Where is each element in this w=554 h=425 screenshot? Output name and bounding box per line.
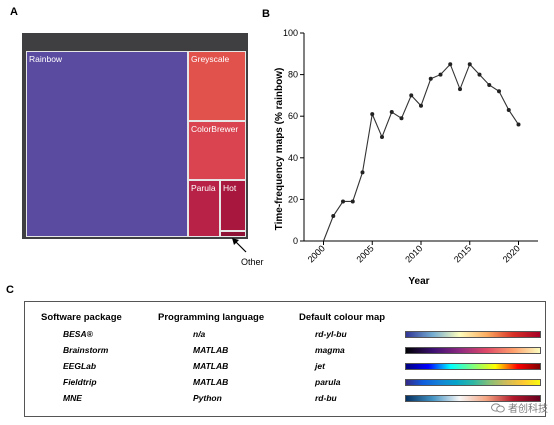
panel-label-c: C bbox=[6, 284, 14, 296]
colour-map-swatch bbox=[405, 331, 541, 338]
treemap-tile-colorbrewer: ColorBrewer bbox=[188, 121, 246, 180]
package-cell: MNE bbox=[63, 393, 82, 403]
treemap-tile-greyscale: Greyscale bbox=[188, 51, 246, 121]
colour-map-name-cell: rd-bu bbox=[315, 393, 337, 403]
x-tick-label: 2010 bbox=[403, 243, 424, 264]
line-chart: 0 20 40 60 80 100 2000 2005 2010 2015 2020 Time-fr… bbox=[274, 28, 538, 287]
data-point bbox=[467, 62, 472, 67]
x-tick-label: 2005 bbox=[354, 243, 375, 264]
data-point bbox=[380, 135, 384, 139]
treemap-tile-hot: Hot bbox=[220, 180, 246, 231]
y-tick-label: 100 bbox=[283, 28, 298, 38]
panel-label-a: A bbox=[10, 6, 18, 18]
wechat-icon bbox=[491, 402, 505, 412]
data-point bbox=[448, 62, 453, 67]
x-tick-label: 2000 bbox=[306, 243, 327, 264]
data-point bbox=[399, 116, 404, 121]
treemap: Rainbow Greyscale ColorBrewer Parula Hot bbox=[22, 33, 248, 239]
data-point bbox=[360, 170, 365, 175]
software-table: Software package Programming language De… bbox=[24, 301, 546, 417]
data-point bbox=[409, 93, 414, 98]
tile-label: Parula bbox=[191, 183, 216, 193]
tile-label: Hot bbox=[223, 183, 237, 193]
panel-label-b: B bbox=[262, 8, 270, 20]
data-point bbox=[516, 122, 521, 127]
y-tick-label: 0 bbox=[293, 236, 298, 246]
y-tick-label: 40 bbox=[288, 153, 298, 163]
y-tick-label: 20 bbox=[288, 194, 298, 204]
series-line bbox=[322, 63, 519, 242]
data-point bbox=[419, 103, 423, 108]
colour-map-name-cell: rd-yl-bu bbox=[315, 329, 347, 339]
header-software-package: Software package bbox=[41, 312, 122, 323]
treemap-tile-rainbow: Rainbow bbox=[26, 51, 188, 237]
package-cell: Brainstorm bbox=[63, 345, 109, 355]
y-tick-label: 80 bbox=[288, 70, 298, 80]
data-point bbox=[497, 89, 501, 94]
data-point bbox=[370, 112, 375, 117]
colour-map-swatch bbox=[405, 347, 541, 354]
tile-label: ColorBrewer bbox=[191, 124, 239, 134]
tile-label: Greyscale bbox=[191, 54, 230, 64]
header-default-colour-map: Default colour map bbox=[299, 312, 386, 323]
language-cell: MATLAB bbox=[193, 345, 229, 355]
data-point bbox=[341, 199, 345, 204]
data-point bbox=[350, 199, 355, 204]
data-point bbox=[458, 87, 462, 92]
tile-label: Rainbow bbox=[29, 54, 63, 64]
language-cell: n/a bbox=[193, 329, 206, 339]
colour-map-swatch bbox=[405, 395, 541, 402]
data-point bbox=[389, 110, 394, 115]
language-cell: Python bbox=[193, 393, 222, 403]
other-arrow-icon bbox=[232, 238, 247, 253]
colour-map-swatch bbox=[405, 363, 541, 370]
language-cell: MATLAB bbox=[193, 377, 229, 387]
data-point bbox=[438, 72, 443, 77]
treemap-tile-parula: Parula bbox=[188, 180, 220, 237]
data-point bbox=[506, 107, 511, 112]
header-programming-language: Programming language bbox=[158, 312, 265, 323]
watermark-text: 者创科技 bbox=[508, 404, 548, 415]
package-cell: EEGLab bbox=[63, 361, 97, 371]
watermark: 者创科技 bbox=[491, 400, 548, 415]
package-cell: Fieldtrip bbox=[63, 377, 97, 387]
package-cell: BESA® bbox=[63, 329, 93, 339]
x-tick-label: 2015 bbox=[452, 243, 473, 264]
colour-map-swatch bbox=[405, 379, 541, 386]
x-tick-label: 2020 bbox=[501, 243, 522, 264]
treemap-tile-other bbox=[220, 231, 246, 237]
other-label: Other bbox=[241, 257, 264, 267]
x-axis-label: Year bbox=[408, 276, 429, 287]
data-point bbox=[477, 72, 482, 77]
y-axis-label: Time-frequency maps (% rainbow) bbox=[274, 68, 285, 231]
colour-map-name-cell: jet bbox=[315, 361, 325, 371]
data-point bbox=[487, 83, 492, 87]
colour-map-name-cell: parula bbox=[315, 377, 341, 387]
data-point bbox=[428, 76, 433, 81]
colour-map-name-cell: magma bbox=[315, 345, 345, 355]
data-point bbox=[331, 214, 336, 219]
y-tick-label: 60 bbox=[288, 111, 298, 121]
language-cell: MATLAB bbox=[193, 361, 229, 371]
